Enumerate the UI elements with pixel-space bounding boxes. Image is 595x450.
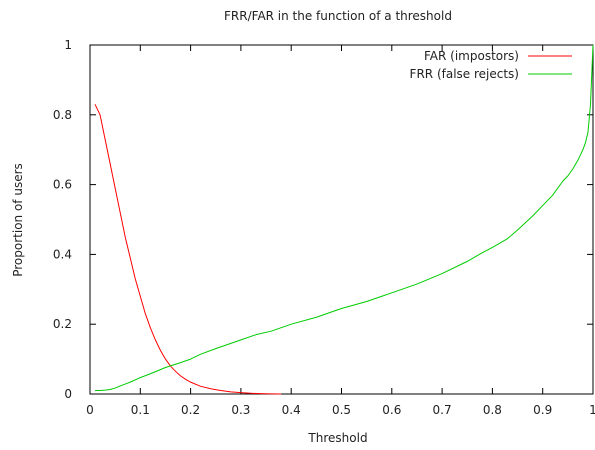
x-tick-label: 0.7: [433, 403, 452, 417]
x-tick-label: 0.1: [131, 403, 150, 417]
x-tick-label: 0.6: [382, 403, 401, 417]
x-tick-label: 0.3: [231, 403, 250, 417]
y-tick-label: 0.6: [53, 178, 72, 192]
x-axis-ticks: 0 0.1 0.2 0.3 0.4 0.5 0.6 0.7 0.8 0.9 1: [86, 45, 595, 417]
legend: FAR (impostors) FRR (false rejects): [410, 49, 572, 81]
y-axis-label: Proportion of users: [11, 163, 25, 277]
x-tick-label: 0.8: [483, 403, 502, 417]
y-tick-label: 0.2: [53, 317, 72, 331]
x-tick-label: 0.2: [181, 403, 200, 417]
y-tick-label: 0.8: [53, 108, 72, 122]
x-tick-label: 0.5: [332, 403, 351, 417]
plot-frame: [89, 44, 594, 395]
series-lines: [94, 44, 594, 395]
series-line-frr: [95, 44, 594, 392]
series-line-far: [94, 104, 282, 395]
x-tick-label: 0: [86, 403, 94, 417]
y-tick-label: 1: [64, 38, 72, 52]
x-tick-label: 0.9: [533, 403, 552, 417]
x-axis-label: Threshold: [307, 431, 367, 445]
x-tick-label: 1: [589, 403, 595, 417]
x-tick-label: 0.4: [282, 403, 301, 417]
y-tick-label: 0.4: [53, 247, 72, 261]
legend-label: FAR (impostors): [424, 49, 519, 63]
y-axis-ticks: 0 0.2 0.4 0.6 0.8 1: [53, 38, 593, 401]
y-tick-label: 0: [64, 387, 72, 401]
chart-title: FRR/FAR in the function of a threshold: [224, 9, 452, 23]
legend-label: FRR (false rejects): [410, 67, 519, 81]
